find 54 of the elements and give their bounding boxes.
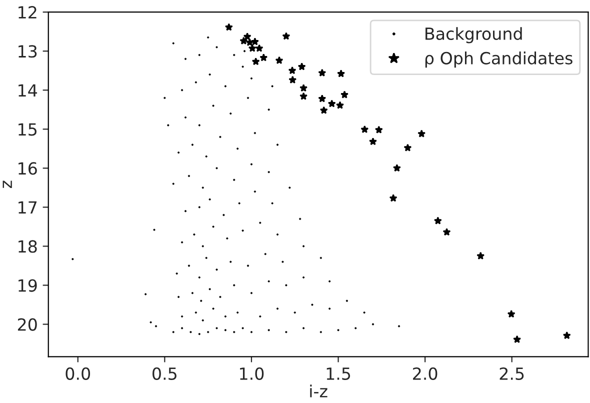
point bbox=[562, 331, 571, 340]
point bbox=[434, 216, 442, 224]
x-axis-title: i-z bbox=[310, 384, 328, 398]
point bbox=[513, 335, 522, 343]
x-tick-label: 2.0 bbox=[413, 367, 438, 380]
x-tick-label: 2.5 bbox=[500, 367, 524, 380]
point bbox=[320, 106, 328, 114]
y-tick-label: 12 bbox=[18, 6, 36, 18]
point bbox=[260, 54, 268, 62]
y-tick-label: 18 bbox=[18, 240, 37, 253]
point bbox=[404, 144, 412, 152]
y-tick-label: 15 bbox=[18, 123, 37, 136]
point bbox=[476, 252, 485, 260]
point bbox=[368, 137, 377, 146]
point bbox=[392, 164, 401, 172]
y-axis-title: z bbox=[2, 180, 12, 188]
y-tick-label: 13 bbox=[18, 45, 37, 58]
x-tick-label: 0.0 bbox=[66, 367, 90, 380]
point bbox=[374, 126, 383, 134]
point bbox=[224, 23, 233, 31]
y-tick-label: 20 bbox=[18, 318, 37, 331]
point bbox=[288, 76, 297, 84]
point bbox=[288, 66, 296, 74]
x-tick-label: 1.5 bbox=[326, 368, 350, 380]
point bbox=[507, 310, 516, 318]
point bbox=[337, 70, 346, 78]
y-tick-label: 14 bbox=[18, 84, 38, 96]
point bbox=[300, 84, 308, 92]
point bbox=[298, 62, 306, 70]
point bbox=[255, 44, 264, 52]
point bbox=[389, 194, 398, 202]
point bbox=[275, 56, 284, 64]
point bbox=[282, 32, 290, 40]
point bbox=[360, 125, 369, 134]
point bbox=[328, 100, 336, 108]
point bbox=[442, 228, 451, 236]
legend-label: ρ Oph Candidates bbox=[425, 52, 572, 68]
point bbox=[340, 90, 349, 98]
point bbox=[300, 92, 308, 100]
point bbox=[250, 38, 259, 46]
point bbox=[243, 32, 252, 40]
point bbox=[336, 101, 344, 109]
point bbox=[240, 36, 248, 44]
legend-label: Background bbox=[426, 27, 522, 44]
point bbox=[248, 44, 256, 52]
point bbox=[418, 130, 426, 138]
x-tick-label: 0.5 bbox=[152, 367, 176, 380]
y-tick-label: 19 bbox=[18, 279, 37, 292]
x-tick-label: 1.0 bbox=[240, 367, 264, 380]
point bbox=[252, 57, 260, 66]
point bbox=[318, 94, 326, 102]
y-tick-label: 16 bbox=[18, 162, 37, 175]
point bbox=[318, 68, 326, 76]
y-tick-label: 17 bbox=[18, 201, 37, 214]
